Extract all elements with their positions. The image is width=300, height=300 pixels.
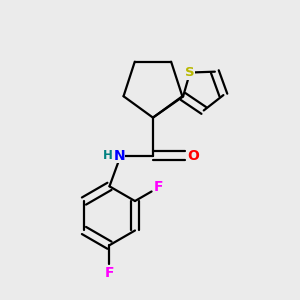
Text: H: H bbox=[103, 149, 113, 162]
Text: N: N bbox=[113, 149, 125, 163]
Text: S: S bbox=[185, 66, 195, 79]
Text: O: O bbox=[187, 149, 199, 163]
Text: F: F bbox=[105, 266, 114, 280]
Text: F: F bbox=[154, 180, 164, 194]
